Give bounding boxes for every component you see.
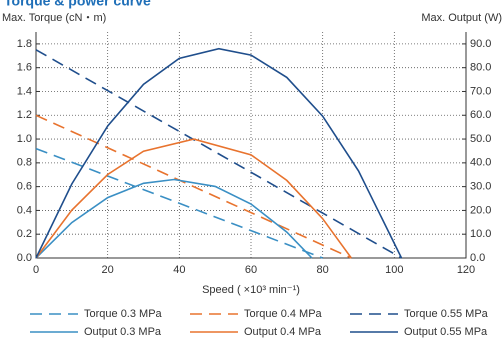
y2-tick-label: 70.0 (470, 85, 491, 97)
x-tick-label: 120 (457, 264, 475, 276)
y2-tick-label: 50.0 (470, 133, 491, 145)
y-tick-label: 1.2 (17, 109, 32, 121)
y-tick-label: 1.0 (17, 133, 32, 145)
legend-label: Torque 0.3 MPa (84, 308, 163, 320)
chart-title: Torque & power curve (4, 0, 151, 9)
y2-tick-label: 40.0 (470, 157, 491, 169)
y2-tick-label: 80.0 (470, 62, 491, 74)
y-tick-label: 0.2 (17, 228, 32, 240)
y-tick-label: 1.4 (17, 85, 32, 97)
series-line (35, 147, 323, 259)
x-tick-label: 100 (385, 264, 403, 276)
y2-tick-label: 30.0 (470, 181, 491, 193)
legend-label: Output 0.4 MPa (244, 326, 322, 338)
x-tick-label: 40 (173, 264, 185, 276)
legend-label: Output 0.3 MPa (84, 326, 162, 338)
x-axis-title: Speed ( ×10³ min⁻¹) (202, 284, 300, 296)
x-tick-label: 80 (317, 264, 329, 276)
y2-tick-label: 90.0 (470, 38, 491, 50)
y2-tick-label: 0.0 (470, 252, 485, 264)
y-tick-label: 0.4 (17, 204, 32, 216)
y2-tick-label: 20.0 (470, 204, 491, 216)
series-line (35, 47, 403, 259)
series-line (35, 114, 352, 259)
series-line (35, 138, 352, 259)
y2-tick-label: 10.0 (470, 228, 491, 240)
series-line (35, 178, 313, 259)
y2-tick-label: 60.0 (470, 109, 491, 121)
x-tick-label: 20 (102, 264, 114, 276)
y-tick-label: 0.0 (17, 252, 32, 264)
legend-label: Torque 0.55 MPa (404, 308, 489, 320)
legend-label: Torque 0.4 MPa (244, 308, 323, 320)
x-tick-label: 60 (245, 264, 257, 276)
y-tick-label: 0.6 (17, 181, 32, 193)
y-tick-label: 1.8 (17, 38, 32, 50)
axis-frame (35, 32, 467, 259)
legend-label: Output 0.55 MPa (404, 326, 488, 338)
y-axis-title: Max. Torque (cN・m) (2, 12, 106, 24)
y-tick-label: 1.6 (17, 62, 32, 74)
series-line (35, 49, 402, 259)
x-tick-label: 0 (33, 264, 39, 276)
y-tick-label: 0.8 (17, 157, 32, 169)
y2-axis-title: Max. Output (W) (421, 12, 502, 24)
